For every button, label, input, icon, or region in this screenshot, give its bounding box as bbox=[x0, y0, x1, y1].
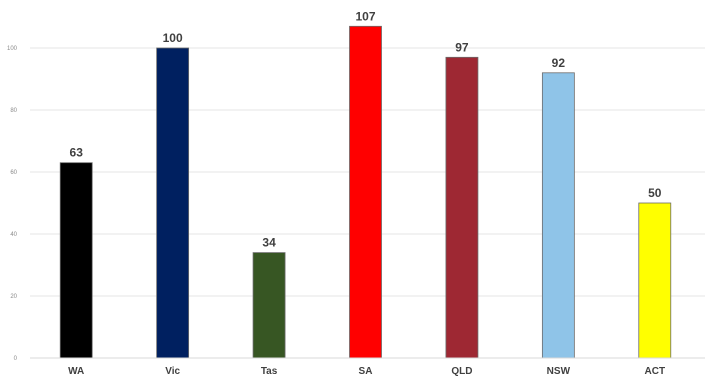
y-tick-label: 60 bbox=[10, 170, 17, 176]
data-label-qld: 97 bbox=[455, 40, 469, 54]
bar-tas bbox=[252, 252, 286, 359]
category-label-tas: Tas bbox=[261, 366, 278, 377]
y-tick-label: 40 bbox=[10, 232, 17, 238]
category-label-qld: QLD bbox=[451, 366, 472, 377]
y-tick-label: 0 bbox=[14, 356, 18, 362]
data-label-act: 50 bbox=[648, 186, 662, 200]
data-label-sa: 107 bbox=[355, 9, 375, 23]
bar-qld bbox=[445, 56, 479, 359]
bar-sa bbox=[349, 25, 382, 359]
y-axis-tick-labels: 0 20 40 60 80 100 bbox=[7, 46, 18, 362]
bar-act bbox=[638, 202, 672, 359]
category-label-wa: WA bbox=[68, 366, 84, 377]
bars bbox=[59, 25, 672, 359]
y-tick-label: 100 bbox=[7, 46, 18, 52]
x-axis-category-labels: WA Vic Tas SA QLD NSW ACT bbox=[68, 366, 665, 377]
y-tick-label: 80 bbox=[10, 108, 17, 114]
bar-wa bbox=[59, 162, 93, 359]
data-label-tas: 34 bbox=[262, 236, 276, 250]
category-label-sa: SA bbox=[359, 366, 373, 377]
bar-vic bbox=[156, 47, 190, 359]
data-labels: 63 100 34 107 97 92 50 bbox=[70, 9, 662, 249]
data-label-vic: 100 bbox=[163, 31, 183, 45]
bar-nsw bbox=[541, 72, 575, 359]
data-label-nsw: 92 bbox=[552, 56, 566, 70]
y-tick-label: 20 bbox=[10, 294, 17, 300]
category-label-nsw: NSW bbox=[547, 366, 571, 377]
data-label-wa: 63 bbox=[70, 146, 84, 160]
category-label-act: ACT bbox=[645, 366, 666, 377]
category-label-vic: Vic bbox=[165, 366, 180, 377]
